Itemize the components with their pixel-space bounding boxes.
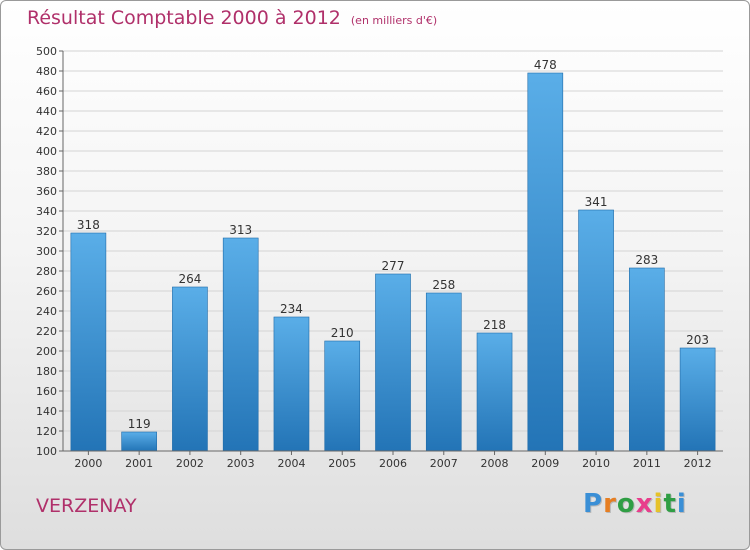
data-label-2009: 478 — [534, 58, 557, 72]
logo-letter: i — [653, 489, 664, 519]
bar-2010 — [578, 209, 614, 452]
x-tick-label-2005: 2005 — [328, 457, 356, 470]
x-tick-label-2002: 2002 — [176, 457, 204, 470]
bar-2008 — [476, 332, 513, 452]
data-label-2005: 210 — [331, 326, 354, 340]
chart-title-unit: (en milliers d'€) — [350, 14, 438, 27]
x-tick-label-2003: 2003 — [227, 457, 255, 470]
bar-2011 — [629, 267, 665, 452]
y-tick-label: 300 — [36, 245, 57, 258]
y-tick-label: 160 — [36, 385, 57, 398]
x-tick-label-2009: 2009 — [531, 457, 559, 470]
bar-2002 — [172, 286, 208, 452]
y-tick-label: 420 — [36, 125, 57, 138]
x-tick-label-2012: 2012 — [684, 457, 712, 470]
bar-2001 — [121, 431, 157, 452]
data-labels: 318 119 264 313 234 210 277 258 218 478 341 283 203 — [77, 58, 709, 431]
x-tick-label-2007: 2007 — [430, 457, 458, 470]
y-tick-label: 460 — [36, 85, 57, 98]
logo-letter: i — [676, 489, 687, 519]
data-label-2001: 119 — [128, 417, 151, 431]
logo-letter: o — [616, 489, 636, 519]
y-tick-label: 500 — [36, 45, 57, 58]
logo-letter: t — [663, 489, 677, 519]
logo-letter: P — [583, 489, 604, 519]
bar-2012 — [679, 347, 716, 452]
y-tick-label: 240 — [36, 305, 57, 318]
data-label-2004: 234 — [280, 302, 303, 316]
data-label-2002: 264 — [178, 272, 201, 286]
bar-2006 — [375, 273, 411, 452]
town-name: VERZENAY — [36, 495, 137, 517]
chart-title-main: Résultat Comptable 2000 à 2012 — [27, 7, 341, 29]
x-tick-label-2006: 2006 — [379, 457, 407, 470]
data-label-2003: 313 — [229, 223, 252, 237]
y-tick-label: 100 — [36, 445, 57, 458]
x-tick-label-2008: 2008 — [481, 457, 509, 470]
data-label-2000: 318 — [77, 218, 100, 232]
y-tick-label: 400 — [36, 145, 57, 158]
y-tick-label: 260 — [36, 285, 57, 298]
y-tick-label: 200 — [36, 345, 57, 358]
data-label-2011: 283 — [635, 253, 658, 267]
y-tick-label: 380 — [36, 165, 57, 178]
y-tick-label: 440 — [36, 105, 57, 118]
bar-2004 — [273, 316, 310, 452]
data-label-2010: 341 — [585, 195, 608, 209]
logo-letter: r — [603, 489, 617, 519]
chart-title: Résultat Comptable 2000 à 2012 (en millie… — [27, 7, 437, 29]
data-label-2006: 277 — [382, 259, 405, 273]
bar-2005 — [324, 340, 361, 452]
y-tick-label: 120 — [36, 425, 57, 438]
x-tick-label-2000: 2000 — [74, 457, 102, 470]
y-tick-label: 280 — [36, 265, 57, 278]
logo-letter: x — [635, 489, 654, 519]
y-tick-label: 360 — [36, 185, 57, 198]
x-tick-label-2010: 2010 — [582, 457, 610, 470]
y-tick-label: 140 — [36, 405, 57, 418]
bar-2009 — [527, 72, 564, 452]
data-label-2007: 258 — [432, 278, 455, 292]
bar-2000 — [70, 232, 107, 452]
bar-2007 — [425, 292, 462, 452]
y-tick-label: 180 — [36, 365, 57, 378]
data-label-2008: 218 — [483, 318, 506, 332]
y-tick-label: 480 — [36, 65, 57, 78]
y-tick-label: 340 — [36, 205, 57, 218]
proxiti-logo[interactable]: Proxiti — [583, 489, 687, 519]
data-label-2012: 203 — [686, 333, 709, 347]
axes: 100 120 140 160 180 200 220 240 260 280 300 320 340 3… — [36, 45, 723, 470]
x-tick-label-2011: 2011 — [633, 457, 661, 470]
bar-2003 — [222, 237, 259, 452]
y-tick-label: 320 — [36, 225, 57, 238]
y-tick-label: 220 — [36, 325, 57, 338]
bars — [70, 72, 716, 452]
x-tick-label-2001: 2001 — [125, 457, 153, 470]
x-tick-label-2004: 2004 — [277, 457, 305, 470]
